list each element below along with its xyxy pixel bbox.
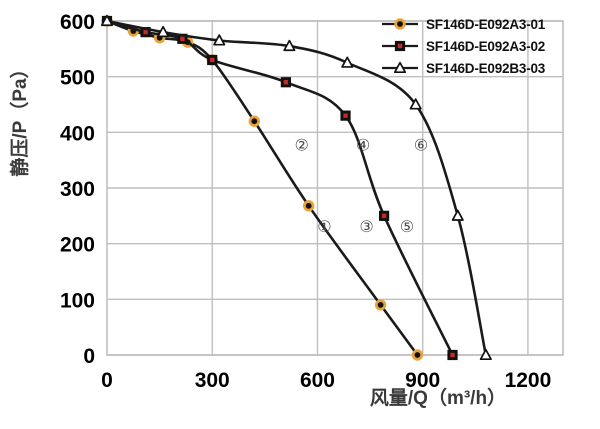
legend-label: SF146D-E092A3-01 (426, 17, 546, 32)
callout-number: ③ (359, 219, 373, 236)
data-point-marker (409, 98, 422, 110)
data-point-core (397, 21, 403, 27)
data-point-marker (213, 34, 226, 46)
legend-label: SF146D-E092B3-03 (426, 61, 546, 76)
data-point-core (251, 118, 258, 125)
x-axis-title: 风量/Q（m³/h） (370, 386, 506, 409)
data-point-core (377, 302, 384, 308)
callout-number: ⑤ (400, 219, 414, 236)
plot-border (106, 20, 564, 356)
data-point-marker (283, 39, 296, 52)
data-point-core (283, 80, 289, 85)
data-series-group (100, 14, 492, 361)
data-point-marker (393, 61, 407, 74)
y-tick-label: 400 (60, 122, 95, 145)
plot-frame (106, 20, 564, 356)
chart-legend: SF146D-E092A3-01 SF146D-E092A3-02 SF146D-E… (382, 17, 546, 76)
curve-callout-numbers: ① ② ③ ④ ⑤ ⑥ (295, 138, 429, 236)
data-point-core (143, 29, 148, 35)
callout-number: ⑥ (414, 138, 428, 155)
x-tick-label: 0 (101, 369, 113, 392)
y-tick-label: 0 (83, 345, 95, 368)
y-tick-label: 300 (60, 178, 95, 201)
data-point-core (180, 36, 185, 42)
x-tick-label: 900 (405, 369, 440, 392)
series-2 (101, 15, 458, 361)
legend-item-2[interactable]: SF146D-E092A3-02 (382, 39, 545, 54)
data-point-marker (451, 209, 464, 221)
data-point-marker (100, 14, 114, 27)
series-3 (100, 14, 492, 361)
x-tick-label: 1200 (505, 369, 552, 392)
axis-titles: 静压/P（Pa） 风量/Q（m³/h） (8, 59, 506, 409)
y-tick-label: 500 (60, 67, 95, 90)
data-point-marker (341, 56, 354, 68)
data-point-core (450, 352, 455, 358)
data-point-marker (479, 348, 492, 361)
callout-number: ① (317, 219, 331, 236)
data-point-marker (157, 25, 170, 38)
data-point-core (343, 113, 348, 118)
data-point-core (210, 57, 215, 63)
data-point-core (305, 202, 312, 209)
legend-label: SF146D-E092A3-02 (426, 39, 545, 54)
data-point-core (414, 352, 421, 358)
y-tick-label: 600 (60, 11, 95, 34)
y-axis-tick-labels: 0 100 200 300 400 500 600 (60, 11, 95, 368)
data-point-core (381, 213, 387, 219)
y-tick-label: 100 (60, 289, 95, 312)
legend-item-1[interactable]: SF146D-E092A3-01 (382, 17, 546, 32)
y-axis-title: 静压/P（Pa） (8, 59, 31, 176)
x-axis-tick-labels: 0 300 600 900 1200 (101, 369, 551, 392)
callout-number: ② (295, 138, 309, 155)
legend-item-3[interactable]: SF146D-E092B3-03 (382, 61, 546, 76)
callout-number: ④ (356, 138, 370, 155)
data-point-core (397, 43, 403, 49)
x-tick-label: 600 (300, 369, 335, 392)
y-tick-label: 200 (60, 234, 95, 257)
x-tick-label: 300 (195, 369, 230, 392)
